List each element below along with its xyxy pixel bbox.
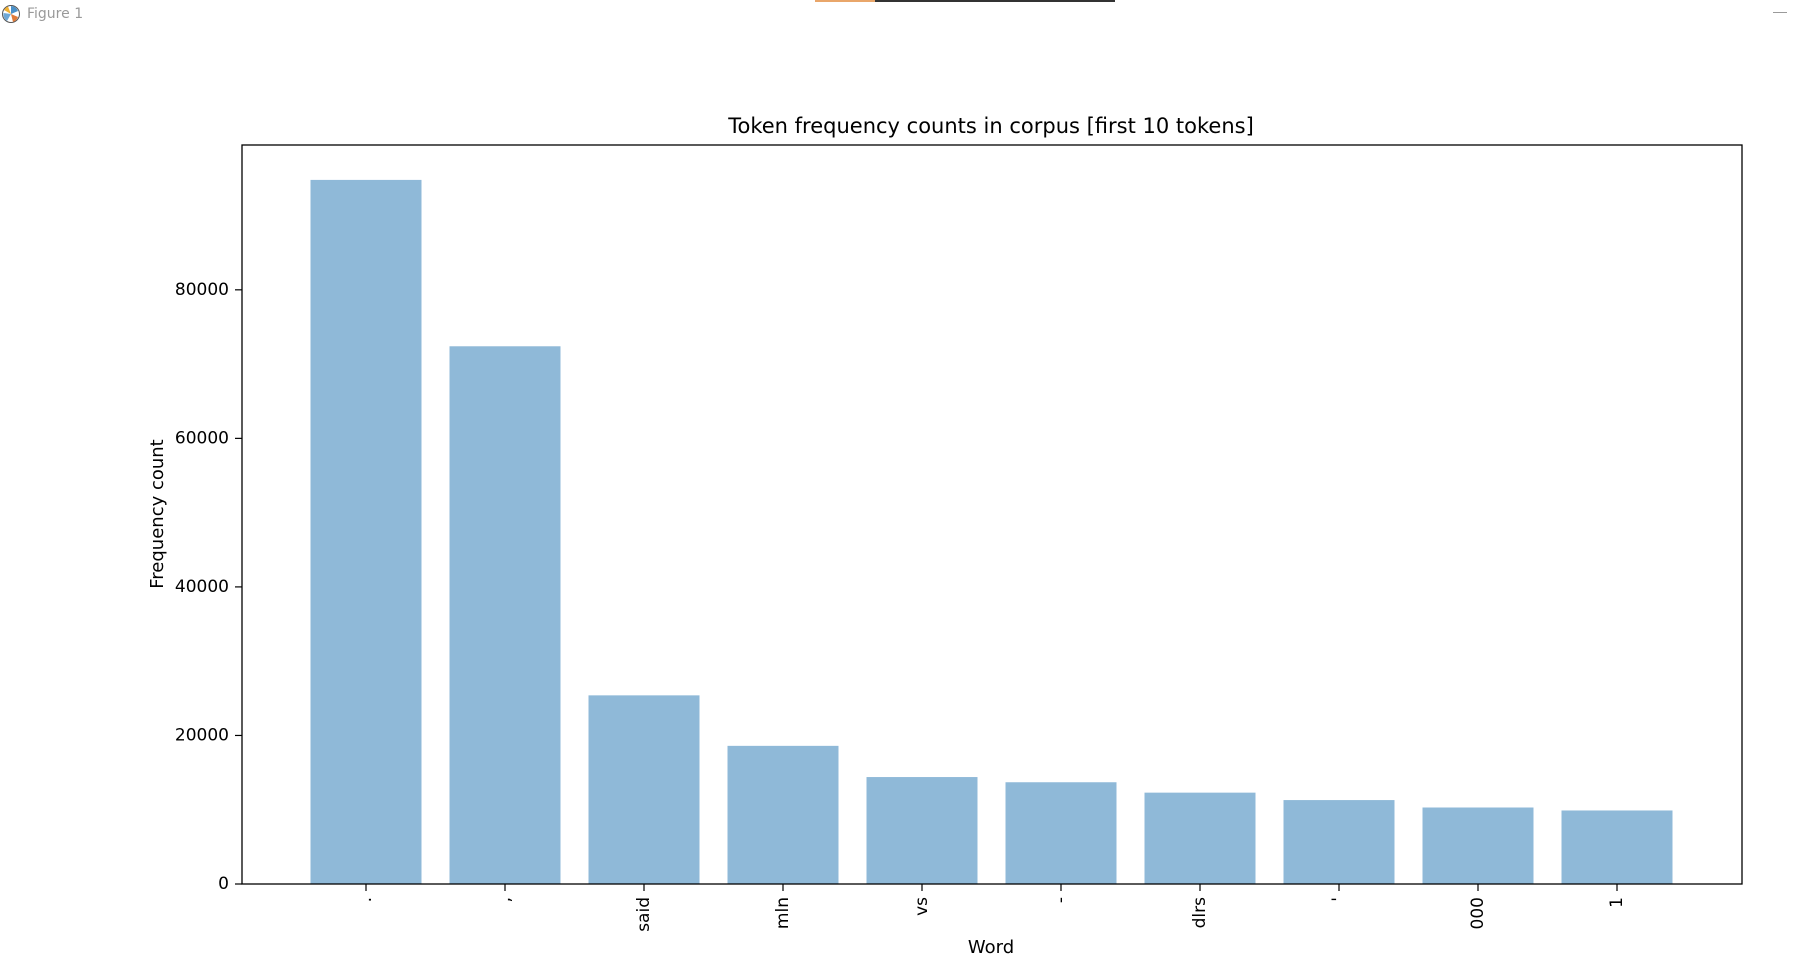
bar-1	[449, 346, 561, 884]
x-axis-label: Word	[968, 937, 1014, 958]
y-tick-label: 60000	[175, 428, 229, 448]
bar-2	[588, 695, 700, 884]
x-tick-label: 1	[1607, 897, 1627, 908]
bar-9	[1561, 810, 1673, 884]
bar-5	[1005, 782, 1117, 884]
x-tick-label: 000	[1468, 897, 1488, 929]
window-titlebar: Figure 1	[0, 0, 1795, 26]
bars-group	[310, 179, 1673, 884]
bar-0	[310, 179, 422, 884]
bar-7	[1283, 800, 1395, 884]
x-tick-label: vs	[912, 897, 932, 916]
matplotlib-logo-icon	[2, 5, 20, 23]
y-tick-label: 0	[218, 874, 229, 894]
bar-8	[1422, 807, 1534, 884]
x-tick-label: -	[1051, 897, 1071, 903]
minimize-button[interactable]	[1767, 0, 1795, 24]
x-tick-label: said	[634, 897, 654, 932]
plot-frame	[241, 144, 1743, 885]
bar-4	[866, 777, 978, 884]
x-tick-label: mln	[773, 897, 793, 929]
y-tick-label: 80000	[175, 280, 229, 300]
window-title: Figure 1	[27, 6, 84, 22]
chart-title: Token frequency counts in corpus [first …	[727, 114, 1254, 138]
top-accent-orange	[815, 0, 875, 2]
bar-6	[1144, 792, 1256, 884]
x-axis: ., said mln vs - dlrs ' 000 1	[356, 884, 1627, 932]
x-tick-label: .	[356, 897, 376, 902]
y-axis: 0 20000 40000 60000 80000	[175, 280, 242, 894]
bar-3	[727, 745, 839, 884]
y-tick-label: 20000	[175, 725, 229, 745]
x-tick-label: dlrs	[1190, 897, 1210, 929]
top-accent-dark	[875, 0, 1115, 2]
x-tick-label: '	[1329, 897, 1349, 902]
x-tick-label: ,	[495, 897, 515, 902]
y-axis-label: Frequency count	[147, 439, 168, 589]
y-tick-label: 40000	[175, 577, 229, 597]
